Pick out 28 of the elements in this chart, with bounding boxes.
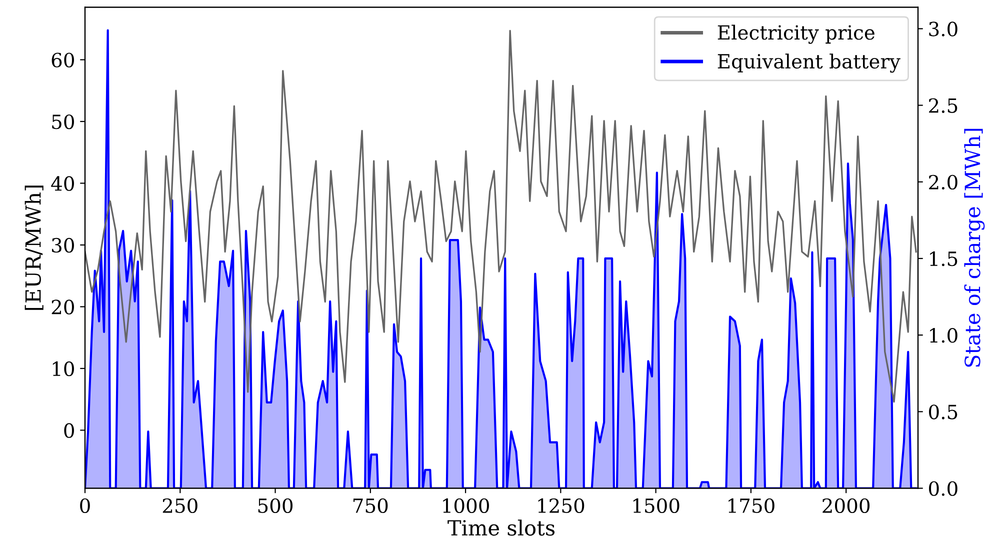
x-tick-label: 500: [258, 498, 293, 514]
x-tick-label: 0: [80, 498, 90, 514]
x-tick-label: 750: [353, 498, 388, 514]
y2-tick-label: 1.5: [930, 251, 958, 266]
y-tick-label: 30: [52, 238, 74, 253]
x-tick-label: 1000: [443, 498, 489, 514]
legend-label: Electricity price: [718, 24, 874, 44]
x-tick-label: 1250: [538, 498, 584, 514]
y-tick-label: 0: [64, 423, 74, 438]
y-tick-label: 20: [52, 300, 74, 314]
y2-tick-label: 2.0: [929, 174, 958, 190]
y2-tick-label: 3.0: [929, 22, 958, 36]
y-tick-label: 40: [51, 176, 74, 191]
y-tick-label: 10: [52, 361, 74, 376]
y-tick-label: 50: [52, 114, 74, 130]
y2-tick-label: 1.0: [930, 328, 958, 343]
x-tick-label: 250: [162, 498, 198, 514]
x-axis-title: Time slots: [448, 520, 555, 536]
x-tick-label: 1500: [633, 498, 680, 514]
x-tick-label: 2000: [822, 498, 870, 514]
y2-tick-label: 2.5: [929, 98, 958, 113]
x-tick-label: 1750: [728, 498, 774, 514]
legend-label: Equivalent battery: [718, 54, 900, 73]
y2-axis-title: State of charge [MWh]: [964, 128, 985, 367]
y-axis-title: [EUR/MWh]: [24, 186, 44, 310]
y2-tick-label: 0.5: [929, 404, 958, 420]
y-tick-label: 60: [52, 52, 74, 68]
y2-tick-label: 0.0: [929, 481, 958, 496]
